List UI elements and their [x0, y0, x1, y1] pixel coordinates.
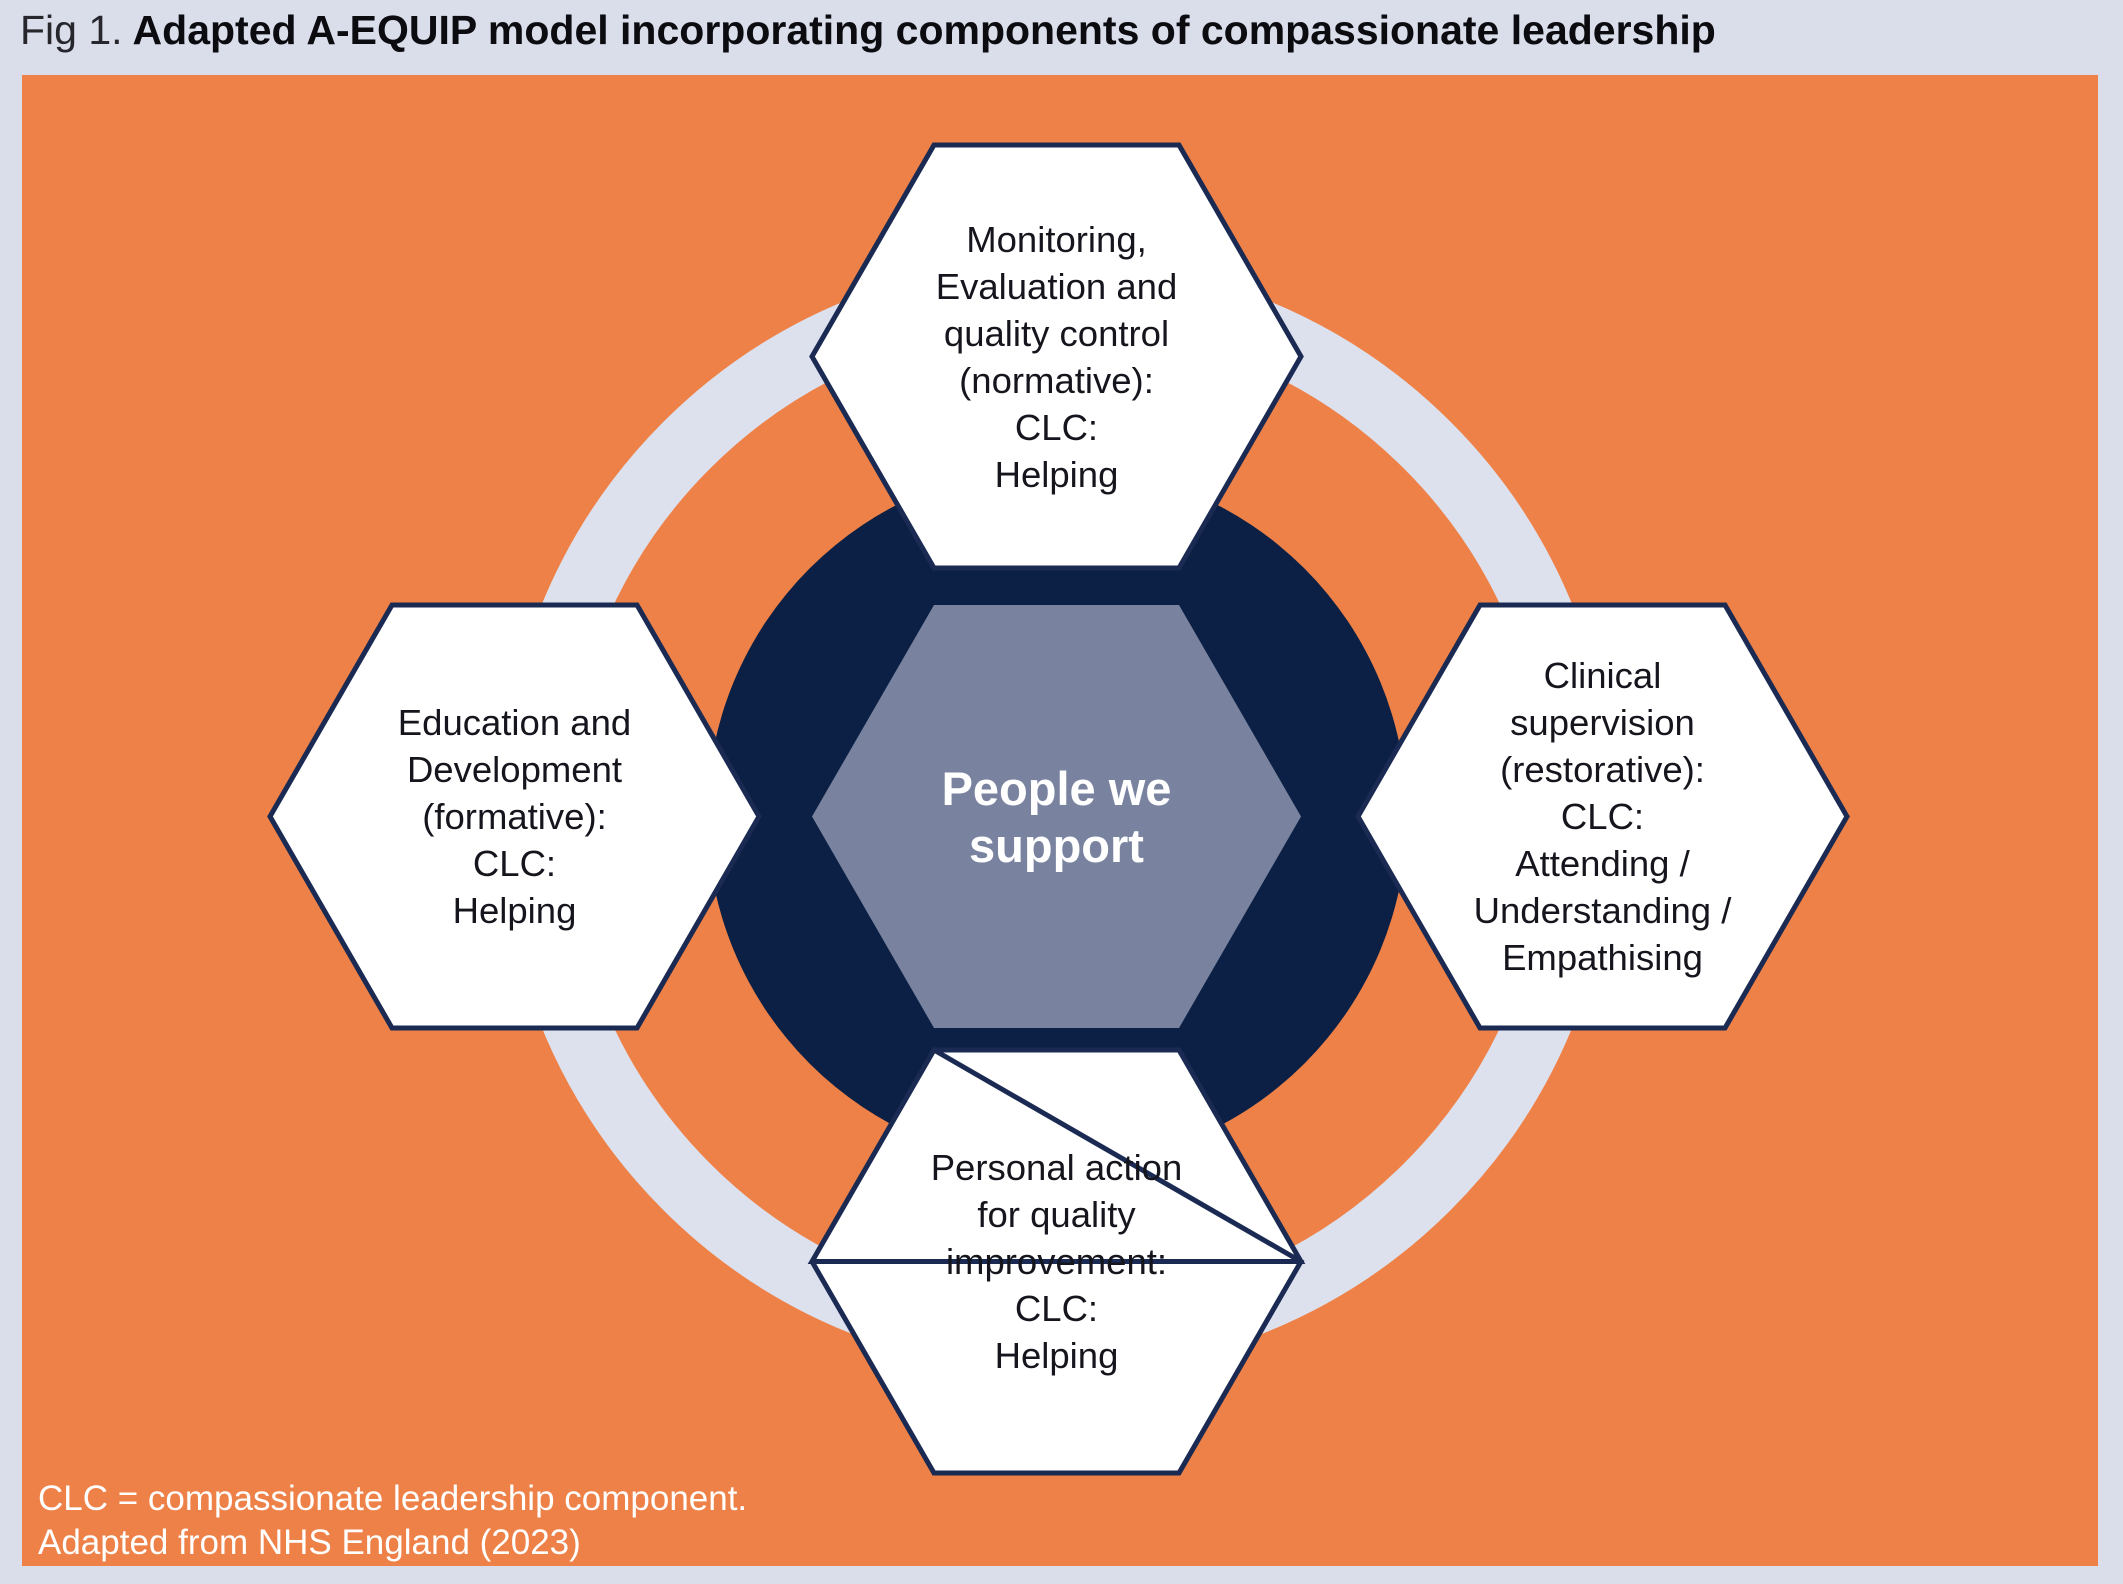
- figure-title-text: Adapted A-EQUIP model incorporating comp…: [132, 7, 1716, 53]
- figure-footnote: CLC = compassionate leadership component…: [38, 1479, 748, 1562]
- right-hexagon-shape: [1355, 602, 1850, 1031]
- center-hexagon-label: People we support: [941, 761, 1172, 872]
- top-hexagon-label: Monitoring, Evaluation and quality contr…: [935, 218, 1178, 495]
- diagram-panel: Monitoring, Evaluation and quality contr…: [22, 75, 2098, 1566]
- top-hexagon-shape: [809, 142, 1304, 571]
- figure-title: Fig 1. Adapted A-EQUIP model incorporatin…: [20, 2, 1716, 58]
- bottom-hexagon-label: Personal action for quality improvement:…: [930, 1147, 1183, 1376]
- center-hexagon-shape: [812, 605, 1301, 1028]
- left-hexagon-label: Education and Development (formative): C…: [397, 702, 632, 931]
- aequip-diagram: [267, 142, 1850, 1476]
- left-hexagon-shape: [267, 602, 762, 1031]
- right-hexagon-label: Clinical supervision (restorative): CLC:…: [1473, 655, 1732, 978]
- bottom-hexagon-shape: [807, 1046, 1306, 1476]
- figure-number-label: Fig 1.: [20, 7, 123, 53]
